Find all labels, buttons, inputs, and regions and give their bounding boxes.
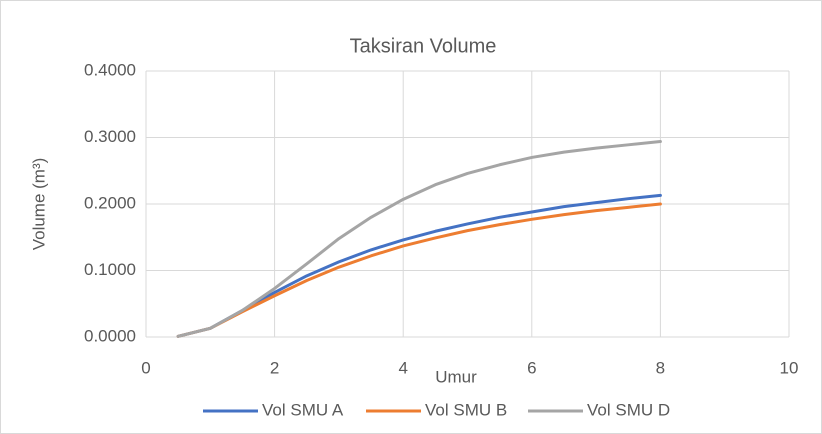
legend-label: Vol SMU D (587, 400, 670, 419)
y-tick-label: 0.3000 (84, 127, 136, 146)
y-axis-title: Volume (m³) (29, 158, 48, 251)
legend-label: Vol SMU B (425, 400, 507, 419)
legend-label: Vol SMU A (262, 400, 344, 419)
series-line (176, 193, 662, 338)
x-axis-title: Umur (435, 367, 477, 386)
y-tick-label: 0.1000 (84, 260, 136, 279)
chart-title: Taksiran Volume (350, 35, 497, 57)
x-tick-label: 4 (398, 358, 407, 377)
x-tick-label: 10 (780, 358, 799, 377)
x-tick-label: 2 (270, 358, 279, 377)
y-tick-label: 0.0000 (84, 326, 136, 345)
series-line (176, 139, 662, 338)
x-tick-label: 8 (656, 358, 665, 377)
series-line (176, 202, 662, 338)
x-tick-label: 6 (527, 358, 536, 377)
y-tick-label: 0.2000 (84, 193, 136, 212)
x-tick-label: 0 (141, 358, 150, 377)
y-tick-label: 0.4000 (84, 60, 136, 79)
